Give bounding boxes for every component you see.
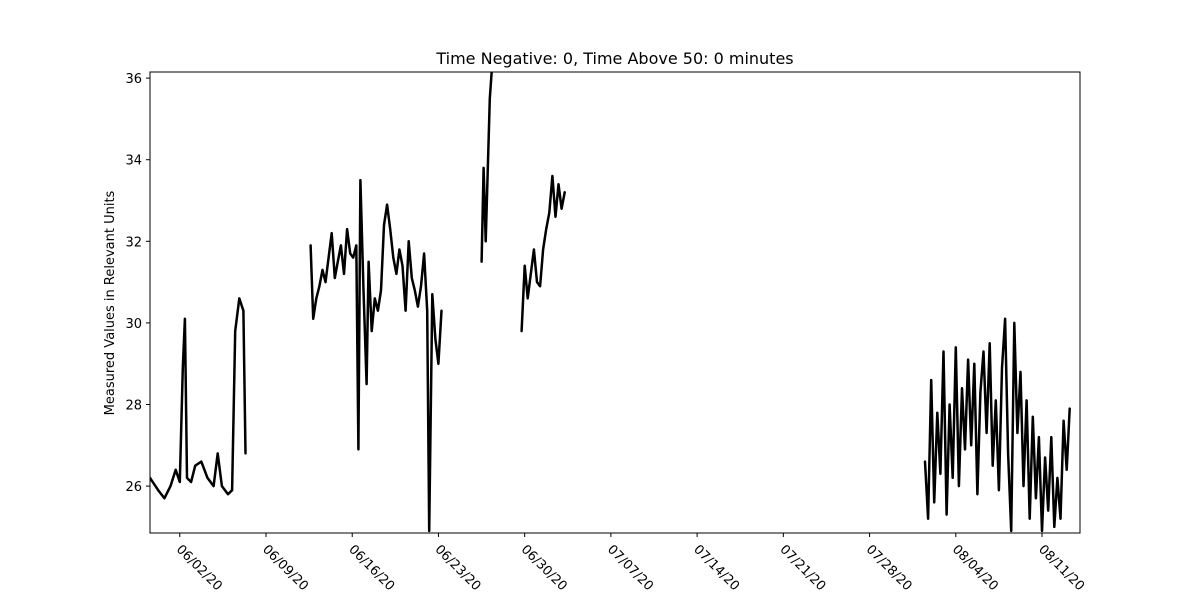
y-tick-label: 34: [125, 154, 142, 169]
series-line-segment: [923, 317, 1071, 533]
chart-title: Time Negative: 0, Time Above 50: 0 minut…: [435, 49, 793, 68]
series-line-segment: [150, 297, 247, 500]
series-line-segment: [480, 72, 493, 263]
y-tick-label: 28: [125, 398, 142, 413]
series-line-segment: [520, 174, 566, 333]
y-tick-label: 36: [125, 72, 142, 87]
y-tick-label: 26: [125, 480, 142, 495]
y-axis-label: Measured Values in Relevant Units: [103, 190, 118, 415]
plot-area-frame: [149, 71, 1081, 534]
series-line-segment: [309, 178, 443, 533]
data-series: [150, 72, 1071, 533]
y-tick-label: 30: [125, 317, 142, 332]
y-tick-label: 32: [125, 235, 142, 250]
